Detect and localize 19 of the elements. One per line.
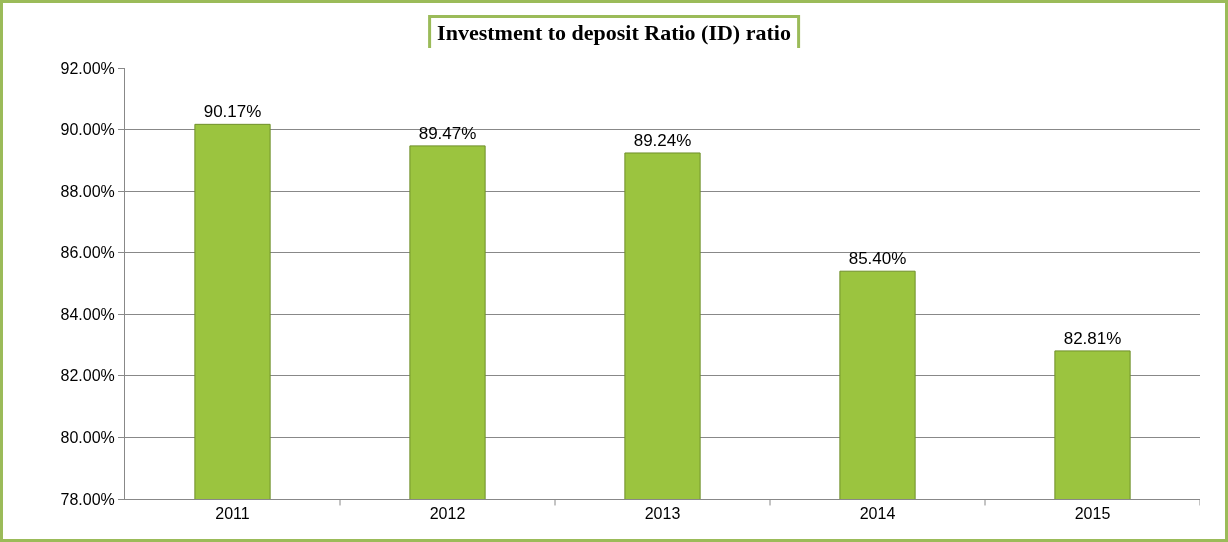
y-tick-label: 82.00%	[60, 367, 115, 385]
y-tick-label: 90.00%	[60, 121, 115, 139]
data-label: 89.24%	[633, 130, 692, 150]
data-label: 90.17%	[203, 102, 262, 122]
x-tick-label: 2011	[215, 505, 250, 523]
y-tick-label: 92.00%	[60, 59, 115, 77]
y-tick-label: 78.00%	[60, 490, 115, 508]
data-label: 89.47%	[418, 123, 477, 143]
y-tick-label: 80.00%	[60, 429, 115, 447]
chart-title: Investment to deposit Ratio (ID) ratio	[428, 15, 800, 51]
x-tick-label: 2013	[644, 505, 681, 523]
data-label: 82.81%	[1063, 328, 1122, 348]
y-tick-label: 86.00%	[60, 244, 115, 262]
y-tick-label: 84.00%	[60, 305, 115, 323]
x-tick-label: 2015	[1074, 505, 1111, 523]
x-tick-label: 2014	[859, 505, 896, 523]
x-tick-label: 2012	[429, 505, 466, 523]
data-label: 85.40%	[848, 249, 907, 269]
y-tick-label: 88.00%	[60, 182, 115, 200]
